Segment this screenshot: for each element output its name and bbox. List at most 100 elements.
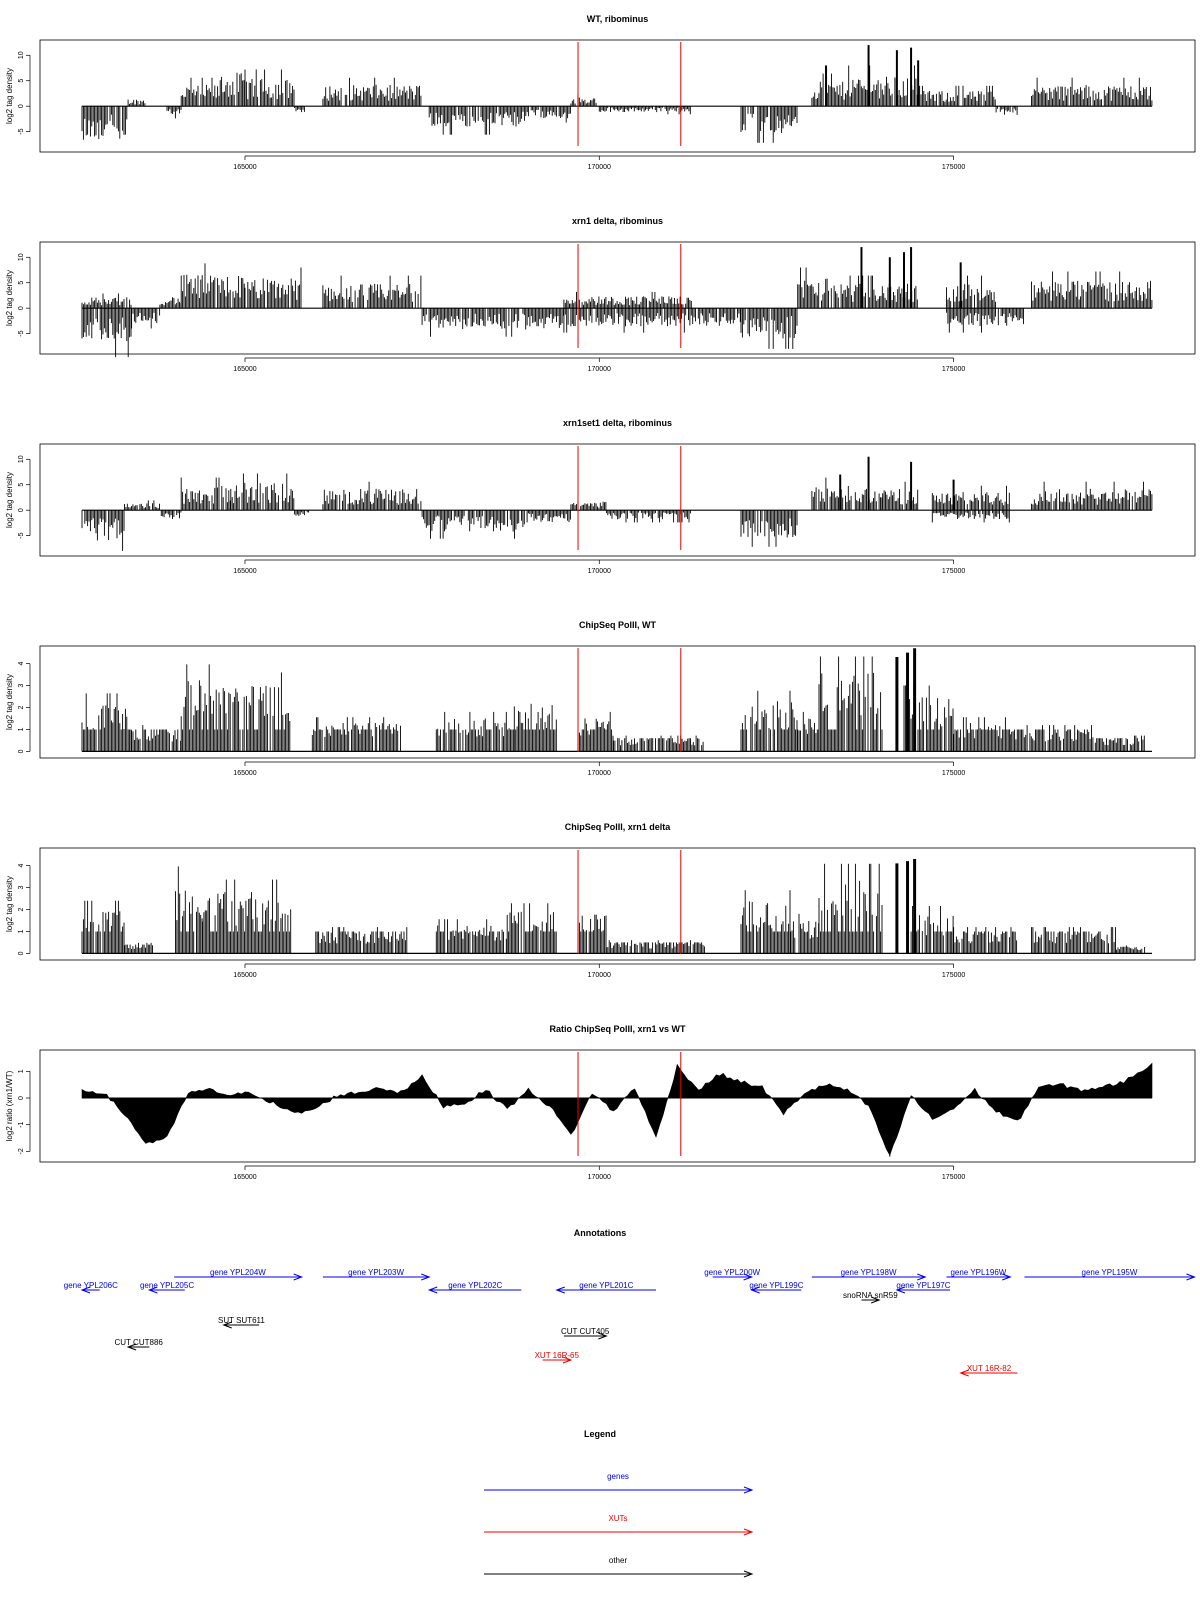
track-title: xrn1set1 delta, ribominus bbox=[563, 418, 672, 428]
annotation-item[interactable]: SUT SUT611 bbox=[218, 1316, 265, 1329]
legend-panel: Legend genes XUTs other bbox=[484, 1429, 754, 1578]
annotation-item[interactable]: gene YPL206C bbox=[64, 1281, 118, 1294]
track-panel-2: xrn1 delta, ribominus log2 tag density -5 0… bbox=[5, 216, 1196, 373]
y-tick-label: 3 bbox=[18, 885, 25, 889]
bar-series bbox=[81, 648, 1145, 752]
annotation-arrow-head bbox=[1002, 1273, 1012, 1281]
annotation-label: CUT CUT405 bbox=[561, 1327, 610, 1336]
annotation-arrow-head bbox=[917, 1273, 927, 1281]
legend-entry: genes bbox=[484, 1472, 754, 1494]
annotation-arrow-head bbox=[743, 1528, 754, 1536]
y-tick-label: -5 bbox=[18, 128, 25, 134]
y-tick-label: -1 bbox=[18, 1121, 25, 1127]
annotation-item[interactable]: XUT 16R-65 bbox=[535, 1351, 580, 1364]
x-tick-label: 165000 bbox=[233, 1174, 256, 1181]
track-title: ChipSeq PolII, WT bbox=[579, 620, 656, 630]
x-tick-label: 175000 bbox=[942, 164, 965, 171]
annotation-label: gene YPL206C bbox=[64, 1281, 118, 1290]
annotation-label: gene YPL195W bbox=[1082, 1268, 1138, 1277]
annotation-item[interactable]: snoRNA snR59 bbox=[843, 1291, 898, 1304]
x-tick-label: 165000 bbox=[233, 972, 256, 979]
annotation-label: gene YPL197C bbox=[896, 1281, 950, 1290]
annotation-label: snoRNA snR59 bbox=[843, 1291, 898, 1300]
annotation-label: SUT SUT611 bbox=[218, 1316, 265, 1325]
legend-entry: other bbox=[484, 1556, 754, 1578]
annotation-label: CUT CUT886 bbox=[115, 1338, 164, 1347]
y-tick-label: 3 bbox=[18, 683, 25, 687]
annotation-label: gene YPL203W bbox=[348, 1268, 404, 1277]
annotation-label: gene YPL201C bbox=[579, 1281, 633, 1290]
annotation-arrow-head bbox=[895, 1286, 906, 1294]
annotation-label: gene YPL196W bbox=[950, 1268, 1006, 1277]
x-tick-label: 175000 bbox=[942, 568, 965, 575]
x-tick-label: 175000 bbox=[942, 366, 965, 373]
x-tick-label: 170000 bbox=[588, 770, 611, 777]
y-tick-label: 0 bbox=[18, 306, 25, 310]
annotation-item[interactable]: gene YPL195W bbox=[1024, 1268, 1196, 1281]
annotation-arrow-head bbox=[959, 1369, 969, 1377]
y-axis-label: log2 tag density bbox=[5, 472, 14, 528]
annotation-arrow-head bbox=[562, 1356, 573, 1364]
annotation-arrow-head bbox=[598, 1332, 608, 1340]
y-tick-label: 1 bbox=[18, 1069, 25, 1073]
annotation-arrow-head bbox=[871, 1296, 881, 1304]
plot-frame bbox=[39, 1049, 1196, 1163]
annotation-item[interactable]: gene YPL200W bbox=[704, 1268, 761, 1281]
track-panel-5: ChipSeq PolII, xrn1 delta log2 tag densit… bbox=[5, 822, 1196, 979]
annotation-arrow-head bbox=[80, 1286, 91, 1294]
legend-entry: XUTs bbox=[484, 1514, 754, 1536]
y-tick-label: -2 bbox=[18, 1148, 25, 1154]
y-tick-label: -5 bbox=[18, 532, 25, 538]
legend-label: genes bbox=[607, 1472, 629, 1481]
annotation-arrow-head bbox=[222, 1321, 232, 1329]
y-tick-label: 5 bbox=[18, 483, 25, 487]
annotation-item[interactable]: gene YPL203W bbox=[322, 1268, 431, 1281]
track-panel-1: WT, ribominus log2 tag density -5 0 5 10 16500… bbox=[5, 14, 1196, 171]
annotation-arrow-head bbox=[555, 1286, 565, 1294]
annotation-arrow-head bbox=[421, 1273, 431, 1281]
annotation-item[interactable]: gene YPL201C bbox=[555, 1281, 656, 1294]
plot-frame bbox=[39, 241, 1196, 355]
annotation-label: gene YPL199C bbox=[749, 1281, 803, 1290]
y-tick-label: 1 bbox=[18, 929, 25, 933]
legend-items: genes XUTs other bbox=[484, 1472, 754, 1578]
annotation-item[interactable]: gene YPL198W bbox=[811, 1268, 927, 1281]
track-title: WT, ribominus bbox=[587, 14, 649, 24]
annotation-item[interactable]: gene YPL197C bbox=[895, 1281, 951, 1294]
annotation-label: gene YPL200W bbox=[704, 1268, 760, 1277]
y-axis-label: log2 tag density bbox=[5, 270, 14, 326]
x-tick-label: 170000 bbox=[588, 164, 611, 171]
y-tick-label: 10 bbox=[18, 455, 25, 463]
bar-series bbox=[81, 45, 1153, 143]
x-tick-label: 175000 bbox=[942, 972, 965, 979]
plot-frame bbox=[39, 443, 1196, 557]
annotation-item[interactable]: gene YPL204W bbox=[174, 1268, 304, 1281]
annotation-arrow-head bbox=[743, 1486, 754, 1494]
annotation-item[interactable]: gene YPL196W bbox=[946, 1268, 1012, 1281]
annotation-item[interactable]: XUT 16R-82 bbox=[959, 1364, 1018, 1377]
x-tick-label: 165000 bbox=[233, 568, 256, 575]
y-axis-label: log2 tag density bbox=[5, 674, 14, 730]
y-tick-label: 0 bbox=[18, 951, 25, 955]
plot-frame bbox=[39, 39, 1196, 153]
annotation-item[interactable]: CUT CUT405 bbox=[561, 1327, 610, 1340]
track-title: ChipSeq PolII, xrn1 delta bbox=[565, 822, 672, 832]
y-tick-label: 2 bbox=[18, 907, 25, 911]
annotations-title: Annotations bbox=[574, 1228, 627, 1238]
y-tick-label: 0 bbox=[18, 104, 25, 108]
annotation-arrow-head bbox=[126, 1343, 137, 1351]
annotation-item[interactable]: gene YPL205C bbox=[140, 1281, 194, 1294]
annotation-item[interactable]: gene YPL199C bbox=[749, 1281, 804, 1294]
x-tick-label: 170000 bbox=[588, 1174, 611, 1181]
x-tick-label: 170000 bbox=[588, 972, 611, 979]
x-tick-label: 165000 bbox=[233, 366, 256, 373]
legend-title: Legend bbox=[584, 1429, 616, 1439]
annotation-arrow-head bbox=[750, 1286, 760, 1294]
annotation-item[interactable]: gene YPL202C bbox=[427, 1281, 522, 1294]
x-tick-label: 165000 bbox=[233, 770, 256, 777]
annotation-arrow-head bbox=[743, 1570, 754, 1578]
annotation-item[interactable]: CUT CUT886 bbox=[115, 1338, 164, 1351]
y-tick-label: 0 bbox=[18, 508, 25, 512]
